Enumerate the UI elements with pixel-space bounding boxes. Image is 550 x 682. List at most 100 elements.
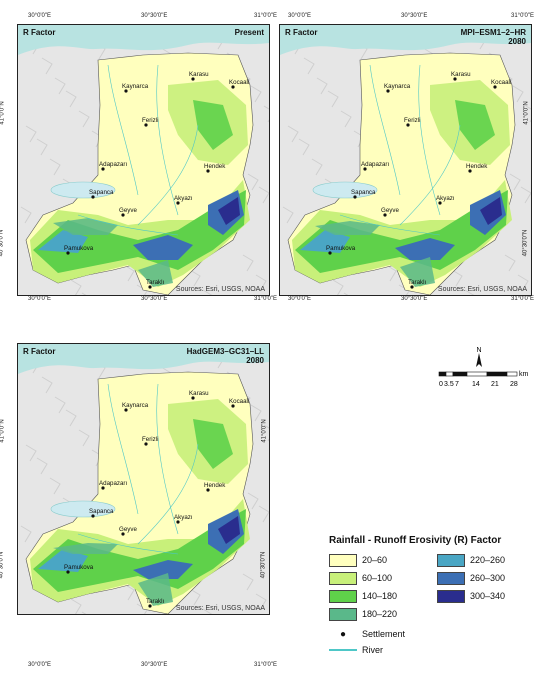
place-label: Ferizli	[142, 117, 159, 124]
legend-swatch	[437, 553, 465, 567]
settlement-marker	[124, 89, 128, 93]
lat-tick-left: 40°30'0"N	[0, 229, 5, 257]
settlement-marker	[410, 285, 414, 289]
lon-tick-bottom: 31°0'0"E	[254, 662, 278, 668]
scale-unit: km	[519, 371, 529, 378]
place-label: Kaynarca	[122, 402, 149, 409]
place-label: Sapanca	[351, 189, 376, 196]
settlement-marker	[206, 488, 210, 492]
scale-label: 28	[510, 381, 518, 388]
settlement-marker	[121, 213, 125, 217]
settlement-marker	[231, 404, 235, 408]
place-label: Ferizli	[404, 117, 421, 124]
lon-tick-bottom: 31°0'0"E	[511, 296, 535, 302]
legend-item: 60–100	[329, 571, 392, 585]
lat-tick-right: 41°0'0"N	[261, 419, 268, 443]
settlement-marker	[363, 167, 367, 171]
lat-tick-right: 40°30'0"N	[260, 551, 267, 579]
place-label: Kocaali	[491, 79, 511, 86]
scale-label: 14	[472, 381, 480, 388]
settlement-marker	[383, 213, 387, 217]
lon-tick-top: 31°0'0"E	[254, 13, 278, 19]
scale-label: 3.5	[444, 381, 454, 388]
lon-tick-top: 30°30'0"E	[401, 13, 428, 19]
map-scenario: HadGEM3–GC31–LL 2080	[186, 347, 264, 365]
lon-tick-bottom: 31°0'0"E	[254, 296, 278, 302]
settlement-marker	[328, 251, 332, 255]
place-label: Taraklı	[146, 279, 165, 286]
settlement-marker	[121, 532, 125, 536]
lon-tick-bottom: 30°30'0"E	[401, 296, 428, 302]
place-label: Adapazarı	[99, 480, 127, 487]
place-label: Adapazarı	[99, 161, 127, 168]
map-title: R Factor	[285, 28, 318, 37]
settlement-marker	[191, 396, 195, 400]
place-label: Akyazı	[174, 514, 193, 521]
map-present: Karasu Kaynarca Kocaali Ferizli Adapazarı Hen…	[17, 24, 270, 296]
settlement-marker	[468, 169, 472, 173]
place-label: Akyazı	[174, 195, 193, 202]
place-label: Pamukova	[64, 245, 94, 252]
legend-item: 300–340	[437, 589, 505, 603]
map-mpi-2080: Karasu Kaynarca Kocaali Ferizli Adapazarı Hen…	[279, 24, 532, 296]
settlement-marker	[148, 604, 152, 608]
settlement-marker	[231, 85, 235, 89]
scale-label: 0	[439, 381, 443, 388]
lon-tick-bottom: 30°0'0"E	[28, 296, 52, 302]
legend-settlement: ● Settlement	[329, 627, 405, 641]
place-label: Kocaali	[229, 398, 249, 405]
place-label: Adapazarı	[361, 161, 389, 168]
place-label: Hendek	[204, 482, 226, 489]
north-arrow-icon	[476, 353, 482, 367]
settlement-marker	[176, 520, 180, 524]
river-icon	[329, 649, 357, 651]
place-label: Karasu	[189, 71, 209, 78]
lat-tick-right: 41°0'0"N	[523, 101, 530, 125]
place-label: Pamukova	[326, 245, 356, 252]
place-label: Kaynarca	[384, 83, 411, 90]
place-label: Geyve	[119, 207, 137, 214]
place-label: Geyve	[119, 526, 137, 533]
place-label: Karasu	[451, 71, 471, 78]
map-scenario: Present	[234, 28, 264, 37]
map-sources: Sources: Esri, USGS, NOAA	[437, 286, 527, 293]
map-graphic: Karasu Kaynarca Kocaali Ferizli Adapazarı Hen…	[18, 344, 269, 614]
place-label: Kocaali	[229, 79, 249, 86]
legend-swatch	[329, 553, 357, 567]
settlement-icon: ●	[339, 628, 347, 640]
map-graphic: Karasu Kaynarca Kocaali Ferizli Adapazarı Hen…	[280, 25, 531, 295]
lon-tick-bottom: 30°0'0"E	[288, 296, 312, 302]
settlement-marker	[91, 195, 95, 199]
settlement-marker	[438, 201, 442, 205]
lon-tick-bottom: 30°0'0"E	[28, 662, 52, 668]
map-sources: Sources: Esri, USGS, NOAA	[175, 605, 265, 612]
legend-swatch	[437, 589, 465, 603]
lat-tick-left: 40°30'0"N	[0, 551, 5, 579]
legend-swatch	[437, 571, 465, 585]
place-label: Kaynarca	[122, 83, 149, 90]
place-label: Geyve	[381, 207, 399, 214]
legend: Rainfall - Runoff Erosivity (R) Factor 2…	[329, 535, 539, 665]
place-label: Taraklı	[146, 598, 165, 605]
settlement-marker	[144, 442, 148, 446]
lon-tick-top: 31°0'0"E	[511, 13, 535, 19]
legend-item: 20–60	[329, 553, 387, 567]
settlement-marker	[386, 89, 390, 93]
lon-tick-bottom: 30°30'0"E	[141, 662, 168, 668]
map-hadgem-2080: Karasu Kaynarca Kocaali Ferizli Adapazarı Hen…	[17, 343, 270, 615]
settlement-marker	[144, 123, 148, 127]
place-label: Sapanca	[89, 508, 114, 515]
map-graphic: Karasu Kaynarca Kocaali Ferizli Adapazarı Hen…	[18, 25, 269, 295]
place-label: Ferizli	[142, 436, 159, 443]
legend-river: River	[329, 643, 383, 657]
settlement-marker	[493, 85, 497, 89]
lon-tick-bottom: 30°30'0"E	[141, 296, 168, 302]
settlement-marker	[124, 408, 128, 412]
settlement-marker	[191, 77, 195, 81]
place-label: Hendek	[466, 163, 488, 170]
legend-item: 140–180	[329, 589, 397, 603]
legend-title: Rainfall - Runoff Erosivity (R) Factor	[329, 535, 502, 546]
settlement-marker	[453, 77, 457, 81]
lon-tick-top: 30°0'0"E	[28, 13, 52, 19]
place-label: Karasu	[189, 390, 209, 397]
